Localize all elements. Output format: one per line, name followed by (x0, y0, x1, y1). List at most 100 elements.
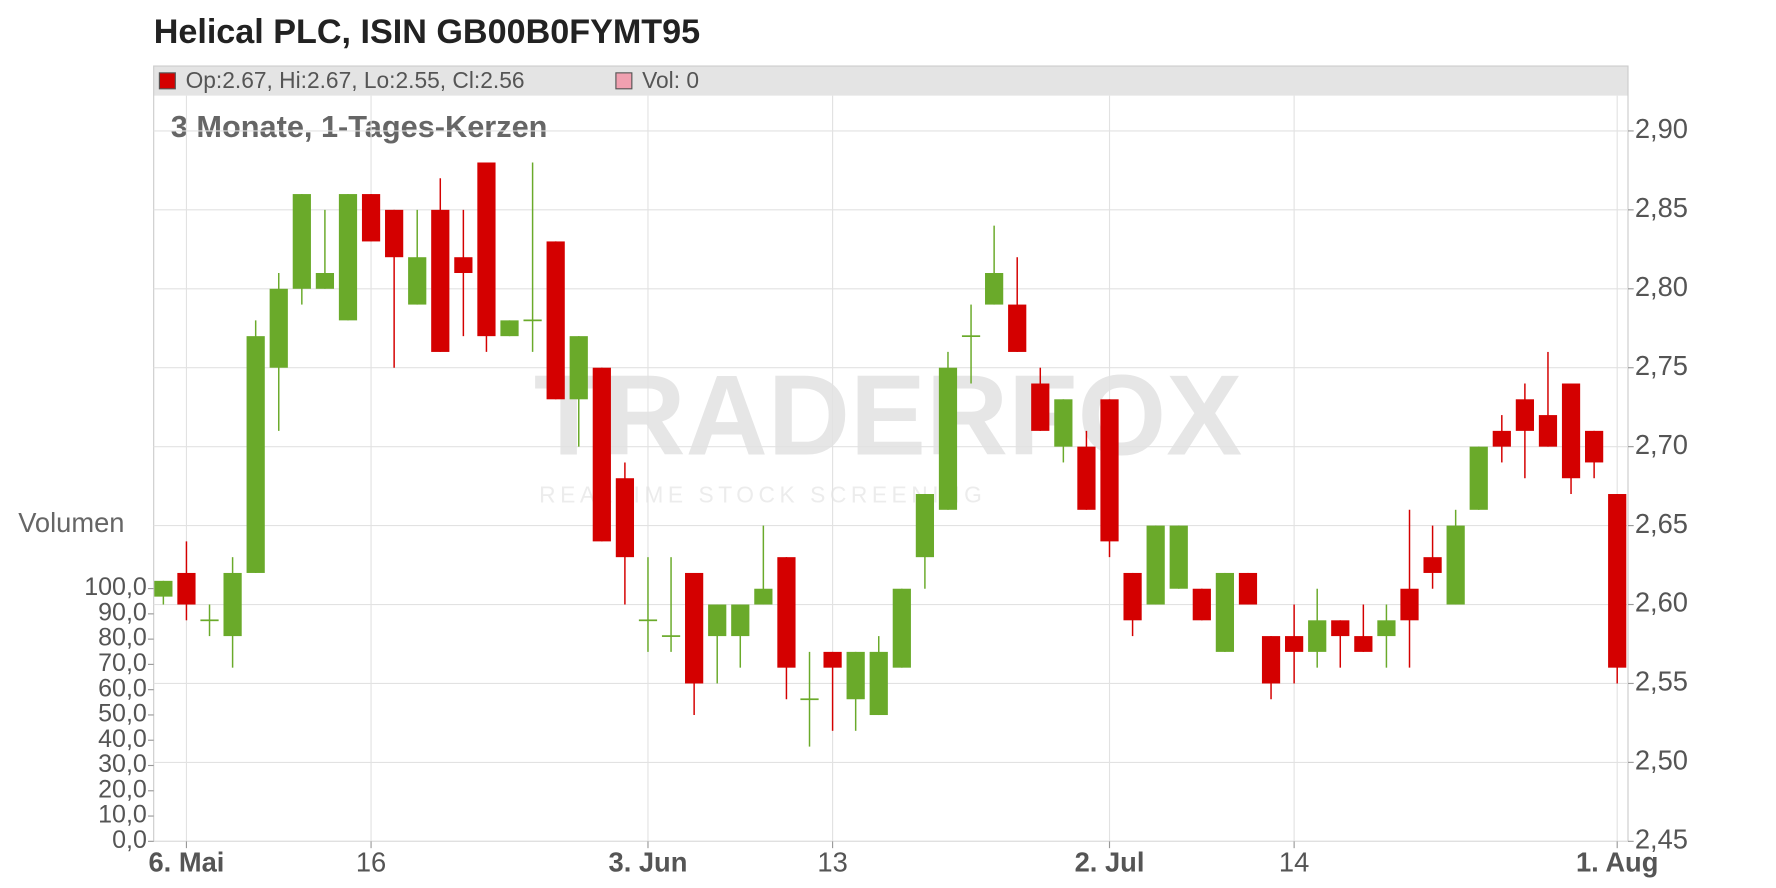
candle-body (661, 635, 681, 637)
candle-body (1261, 636, 1281, 684)
candle-body (1354, 636, 1373, 652)
y2-tick-label: 30,0 (98, 750, 147, 778)
candle-body (1123, 572, 1142, 621)
candle-body (592, 367, 611, 542)
candle-body (1285, 636, 1304, 652)
candle-body (269, 288, 288, 368)
candle-body (477, 162, 496, 337)
candle-body (500, 320, 519, 337)
candle-body (408, 257, 427, 305)
candle-body (777, 557, 796, 668)
candle-body (1031, 383, 1050, 431)
y2-tick-label: 0,0 (112, 826, 147, 854)
candle-body (1238, 572, 1258, 605)
candle-body (1400, 588, 1419, 621)
y2-tick-label: 80,0 (98, 624, 147, 652)
candle-body (1469, 446, 1488, 510)
candle-body (292, 194, 311, 289)
x-tick-label: 14 (1279, 846, 1309, 877)
candle-body (1215, 572, 1235, 652)
candle-body (800, 698, 819, 701)
watermark-sub: REALTIME STOCK SCREENING (539, 481, 986, 507)
candle-body (246, 336, 265, 573)
legend-text: Op:2.67, Hi:2.67, Lo:2.55, Cl:2.56 (186, 67, 525, 93)
x-tick-label: 13 (817, 846, 847, 877)
candle-body (385, 209, 404, 258)
candle-body (154, 580, 173, 597)
legend-band (153, 66, 1629, 96)
candle-body (985, 273, 1004, 305)
x-tick-label: 16 (356, 846, 386, 877)
candle-body (338, 194, 358, 321)
candle-body (1377, 620, 1396, 637)
candle-body (1608, 494, 1627, 668)
y-tick-label: 2,45 (1635, 824, 1688, 855)
y-tick-label: 2,65 (1635, 508, 1688, 539)
y-tick-label: 2,55 (1635, 666, 1688, 697)
y2-tick-label: 10,0 (98, 801, 147, 829)
candle-body (1515, 399, 1534, 431)
chart-subtitle: 3 Monate, 1-Tages-Kerzen (171, 109, 548, 144)
candle-body (523, 319, 542, 322)
candle-body (708, 604, 727, 637)
candle-body (1008, 304, 1027, 352)
candle-body (938, 367, 958, 510)
candle-body (1308, 620, 1327, 652)
y2-tick-label: 60,0 (98, 674, 147, 702)
y-tick-label: 2,75 (1635, 350, 1688, 381)
candle-body (177, 572, 196, 605)
y2-tick-label: 100,0 (84, 573, 147, 601)
candle-body (731, 604, 750, 637)
candle-body (1331, 620, 1350, 637)
candle-body (685, 572, 704, 684)
y2-tick-label: 90,0 (98, 598, 147, 626)
y2-tick-label: 40,0 (98, 725, 147, 753)
candle-body (546, 241, 565, 400)
chart-title: Helical PLC, ISIN GB00B0FYMT95 (154, 13, 700, 51)
candle-body (223, 572, 242, 637)
x-tick-label: 2. Jul (1075, 846, 1145, 877)
legend-swatch (615, 72, 633, 90)
candle-body (754, 588, 773, 605)
candle-body (1054, 399, 1073, 447)
x-tick-label: 1. Aug (1576, 846, 1658, 877)
volume-axis-label: Volumen (18, 507, 124, 538)
legend-text: Vol: 0 (642, 67, 699, 93)
candle-body (915, 494, 935, 558)
candle-body (638, 619, 658, 622)
watermark: TRADERFOX (534, 353, 1242, 480)
candle-body (1446, 525, 1465, 605)
candle-body (1100, 399, 1119, 542)
candle-body (892, 588, 911, 668)
y-tick-label: 2,60 (1635, 587, 1688, 618)
y-tick-label: 2,90 (1635, 113, 1688, 144)
candle-body (961, 335, 981, 338)
candle-body (361, 194, 381, 242)
y2-tick-label: 50,0 (98, 700, 147, 728)
candle-body (869, 651, 888, 716)
candle-body (823, 651, 842, 668)
x-tick-label: 3. Jun (609, 846, 688, 877)
candle-body (615, 478, 635, 558)
candle-body (454, 257, 473, 274)
candle-body (846, 651, 865, 700)
x-tick-label: 6. Mai (148, 846, 224, 877)
candle-body (569, 336, 588, 400)
candle-body (1169, 525, 1188, 589)
candle-body (1538, 415, 1558, 447)
y-tick-label: 2,50 (1635, 745, 1688, 776)
candle-body (1146, 525, 1165, 605)
candle-body (200, 619, 219, 622)
legend-swatch (158, 72, 176, 90)
y-tick-label: 2,70 (1635, 429, 1688, 460)
y-tick-label: 2,85 (1635, 192, 1688, 223)
candle-body (1077, 446, 1096, 510)
candle-body (1561, 383, 1581, 479)
candle-body (1585, 430, 1604, 463)
y-tick-label: 2,80 (1635, 271, 1688, 302)
y2-tick-label: 20,0 (98, 775, 147, 803)
candle-body (1492, 430, 1511, 447)
candle-body (315, 273, 335, 289)
candle-body (1192, 588, 1211, 621)
